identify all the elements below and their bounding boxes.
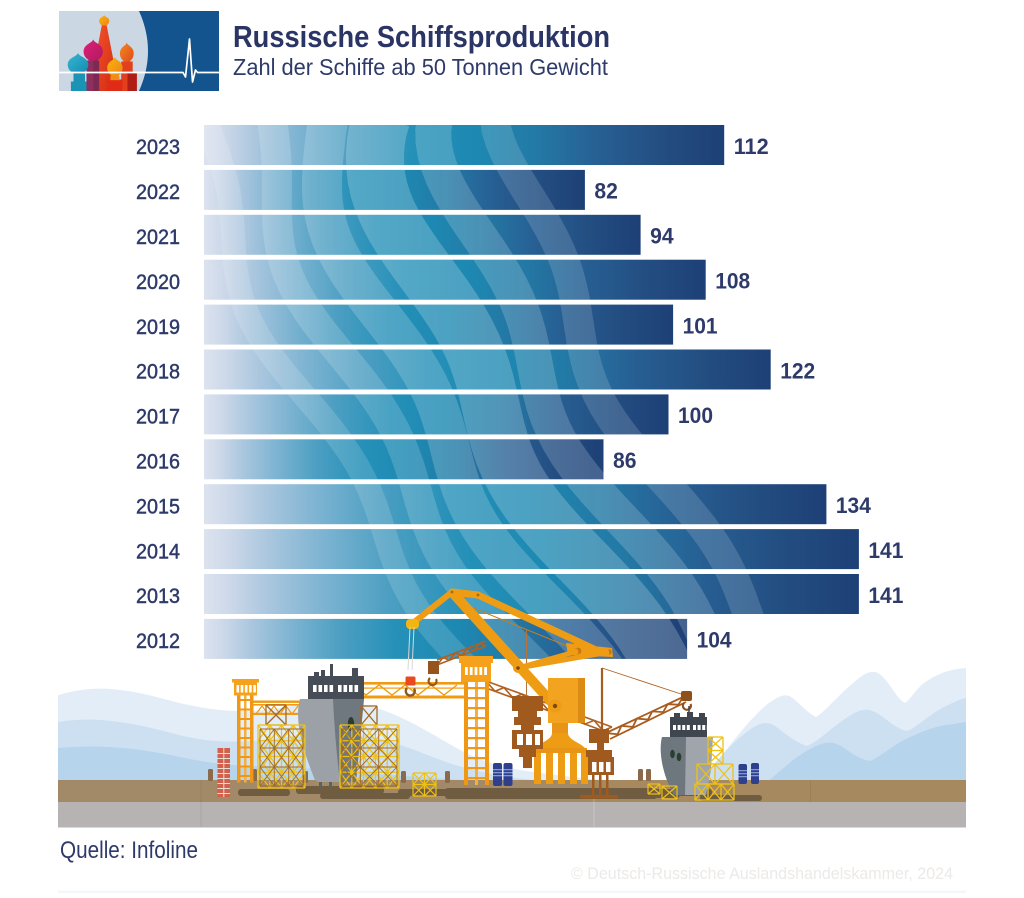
- svg-text:2022: 2022: [136, 181, 180, 204]
- svg-text:Russische Schiffsproduktion: Russische Schiffsproduktion: [233, 20, 610, 54]
- svg-text:86: 86: [613, 448, 637, 473]
- svg-text:101: 101: [683, 313, 718, 338]
- svg-text:2018: 2018: [136, 361, 180, 384]
- svg-text:Zahl der Schiffe ab 50 Tonnen: Zahl der Schiffe ab 50 Tonnen Gewicht: [233, 54, 608, 80]
- svg-text:122: 122: [780, 358, 815, 383]
- svg-text:2023: 2023: [136, 136, 180, 159]
- svg-text:134: 134: [836, 493, 871, 518]
- svg-text:100: 100: [678, 403, 713, 428]
- svg-text:2015: 2015: [136, 495, 180, 518]
- svg-text:© Deutsch-Russische Auslandsha: © Deutsch-Russische Auslandshandelskamme…: [571, 865, 953, 883]
- svg-text:2020: 2020: [136, 271, 180, 294]
- svg-text:108: 108: [715, 269, 750, 294]
- svg-text:2012: 2012: [136, 630, 180, 653]
- svg-text:141: 141: [868, 583, 903, 608]
- svg-text:2021: 2021: [136, 226, 180, 249]
- svg-text:82: 82: [594, 179, 618, 204]
- svg-text:2017: 2017: [136, 406, 180, 429]
- svg-text:141: 141: [868, 538, 903, 563]
- svg-text:2016: 2016: [136, 451, 180, 474]
- svg-text:112: 112: [734, 134, 769, 159]
- svg-text:2019: 2019: [136, 316, 180, 339]
- svg-text:94: 94: [650, 224, 674, 249]
- svg-text:104: 104: [697, 628, 732, 653]
- svg-text:2014: 2014: [136, 540, 180, 563]
- svg-text:Quelle: Infoline: Quelle: Infoline: [60, 837, 198, 864]
- svg-text:2013: 2013: [136, 585, 180, 608]
